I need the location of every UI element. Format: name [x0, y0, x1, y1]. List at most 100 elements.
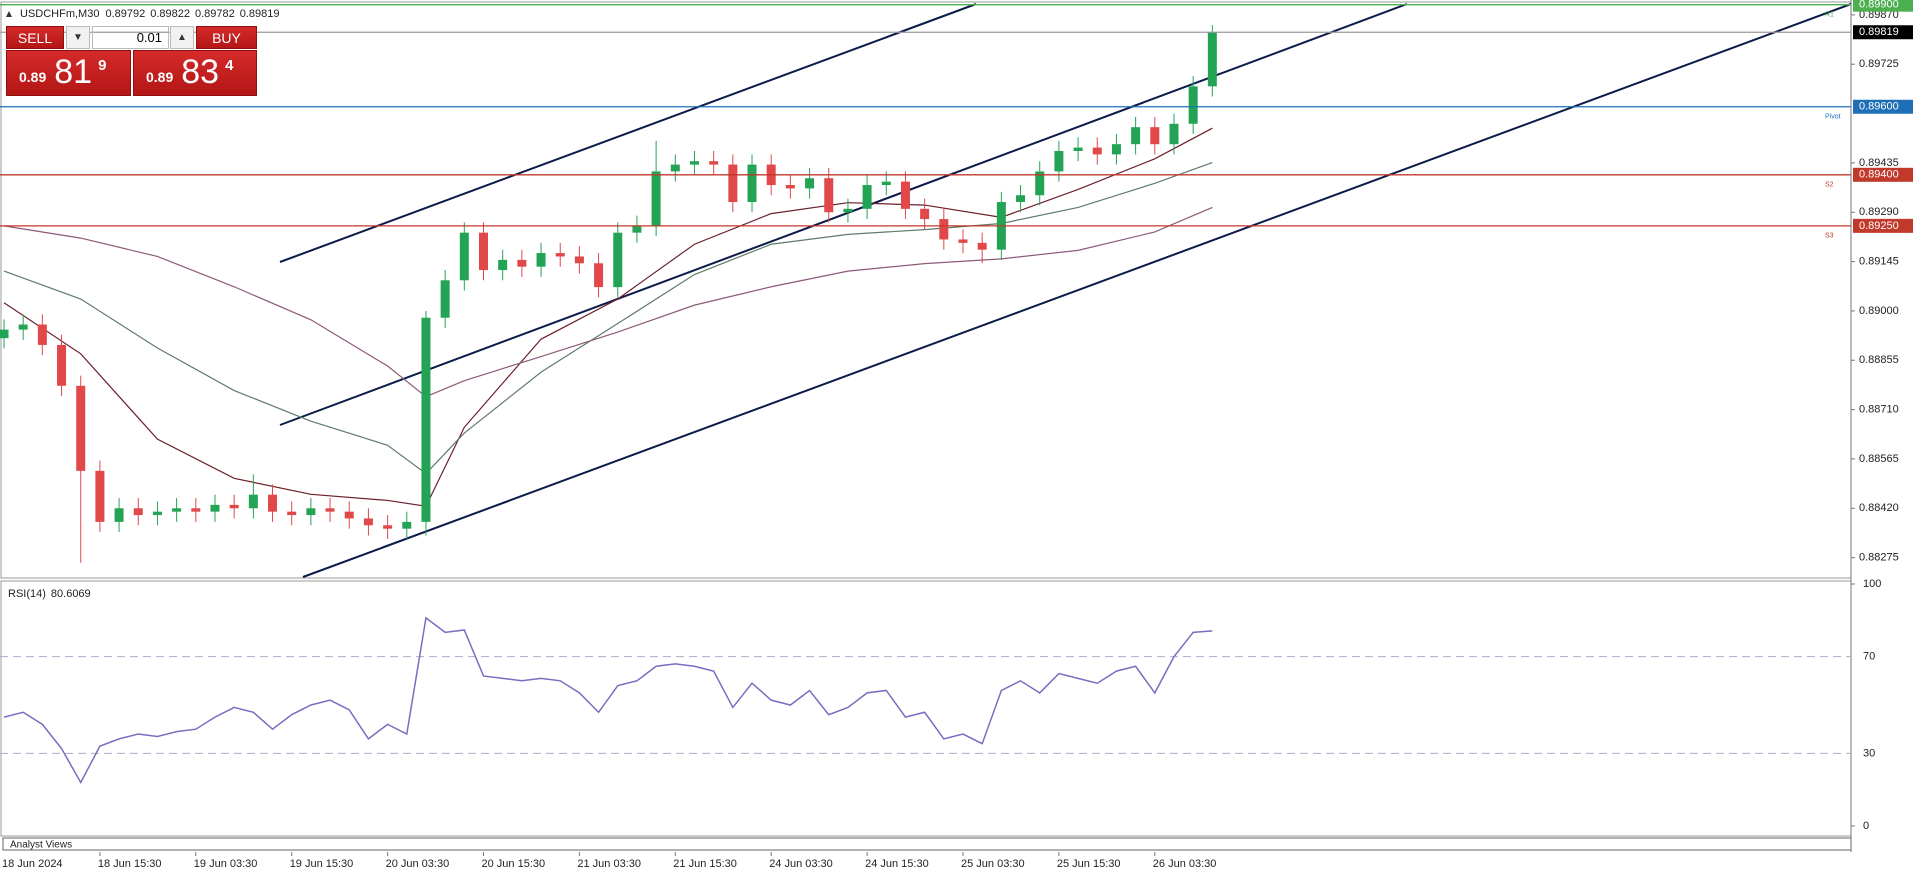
candle-body: [824, 178, 834, 213]
x-tick-label: 19 Jun 03:30: [194, 858, 258, 870]
candle-body: [402, 521, 412, 529]
candle-body: [881, 181, 891, 186]
x-tick-label: 25 Jun 15:30: [1057, 858, 1121, 870]
chart-header: USDCHFm,M30 0.89792 0.89822 0.89782 0.89819: [20, 8, 280, 20]
candle-body: [459, 232, 469, 281]
candle-body: [133, 508, 143, 516]
candle-body: [747, 164, 757, 203]
lot-input[interactable]: 0.01: [92, 26, 169, 49]
symbol: USDCHFm,M30: [20, 8, 99, 20]
price-level-label: 0.89900: [1859, 0, 1899, 11]
candle-body: [785, 185, 795, 189]
channel-line: [279, 3, 1408, 426]
candle-body: [1169, 123, 1179, 145]
moving-average: [3, 161, 1213, 475]
candle-body: [1188, 86, 1198, 124]
candle-body: [1073, 147, 1083, 151]
candle-body: [306, 508, 316, 516]
rsi-line: [3, 616, 1213, 785]
rsi-title: RSI(14): [8, 588, 46, 600]
y-tick-label: 0.89145: [1859, 255, 1899, 267]
candle-body: [421, 317, 431, 522]
candle-body: [1092, 147, 1102, 155]
moving-average: [3, 206, 1213, 398]
x-tick-label: 19 Jun 15:30: [290, 858, 354, 870]
candle-body: [670, 164, 680, 172]
candle-body: [1150, 127, 1160, 145]
candle-body: [18, 324, 28, 330]
lot-up[interactable]: ▲: [170, 26, 194, 49]
bid-small: 9: [98, 57, 107, 74]
ask-price[interactable]: 0.89 83 4: [133, 50, 257, 96]
candle-body: [268, 494, 278, 512]
header-low: 0.89782: [195, 8, 235, 20]
price-level-name: S3: [1825, 233, 1834, 240]
candle-body: [900, 181, 910, 209]
price-level-name: R1: [1825, 12, 1834, 19]
x-tick-label: 20 Jun 15:30: [482, 858, 546, 870]
collapse-icon[interactable]: [6, 11, 12, 17]
candle-body: [229, 504, 239, 509]
candle-body: [651, 171, 661, 226]
x-tick-label: 20 Jun 03:30: [386, 858, 450, 870]
price-level-label: 0.89819: [1859, 26, 1899, 38]
y-tick-label: 0: [1863, 820, 1869, 832]
price-level-label: 0.89400: [1859, 169, 1899, 181]
x-tick-label: 21 Jun 15:30: [673, 858, 737, 870]
candle-body: [1207, 32, 1217, 87]
y-tick-label: 0.89000: [1859, 305, 1899, 317]
bid-main: 81: [54, 53, 93, 91]
candle-body: [1035, 171, 1045, 196]
candle-body: [498, 259, 508, 271]
analyst-label: Analyst Views: [10, 840, 72, 851]
candle-body: [843, 208, 853, 213]
candle-body: [536, 253, 546, 267]
channel-line: [302, 3, 1852, 578]
price-level-tag-bg: [1853, 99, 1913, 114]
candle-body: [958, 239, 968, 243]
candle-body: [728, 164, 738, 203]
analyst-bar[interactable]: [2, 837, 1852, 851]
y-tick-label: 0.88855: [1859, 354, 1899, 366]
y-tick-label: 0.88420: [1859, 502, 1899, 514]
moving-average: [3, 127, 1213, 507]
rsi-header: RSI(14) 80.6069: [8, 588, 91, 600]
candle-body: [344, 511, 354, 519]
candle-body: [95, 470, 105, 522]
candle-body: [287, 511, 297, 516]
candle-body: [805, 178, 815, 189]
x-tick-label: 24 Jun 03:30: [769, 858, 833, 870]
candle-body: [517, 259, 527, 267]
buy-button[interactable]: BUY: [196, 26, 257, 49]
candle-body: [862, 185, 872, 209]
candle-body: [1111, 144, 1121, 155]
y-tick-label: 0.88565: [1859, 453, 1899, 465]
candle-body: [0, 329, 9, 339]
candle-body: [325, 508, 335, 512]
x-tick-label: 26 Jun 03:30: [1153, 858, 1217, 870]
price-level-tag-bg: [1853, 25, 1913, 40]
candle-body: [210, 504, 220, 512]
x-tick-label: 18 Jun 15:30: [98, 858, 162, 870]
y-tick-label: 30: [1863, 747, 1875, 759]
y-tick-label: 0.89435: [1859, 157, 1899, 169]
lot-down[interactable]: ▼: [66, 26, 90, 49]
candle-body: [920, 208, 930, 220]
y-tick-label: 0.88710: [1859, 403, 1899, 415]
price-level-name: S2: [1825, 182, 1834, 189]
ask-big: 0.89: [146, 69, 174, 85]
rsi-value: 80.6069: [51, 588, 91, 600]
candle-body: [555, 253, 565, 257]
candle-body: [632, 225, 642, 233]
candle-body: [191, 508, 201, 512]
sell-button[interactable]: SELL: [6, 26, 64, 49]
candle-body: [383, 525, 393, 529]
candle-body: [1054, 150, 1064, 172]
candle-body: [57, 344, 67, 386]
y-tick-label: 0.88275: [1859, 552, 1899, 564]
main-frame: [0, 1, 1852, 579]
candle-body: [1016, 195, 1026, 203]
bid-price[interactable]: 0.89 81 9: [6, 50, 131, 96]
x-tick-label: 24 Jun 15:30: [865, 858, 929, 870]
